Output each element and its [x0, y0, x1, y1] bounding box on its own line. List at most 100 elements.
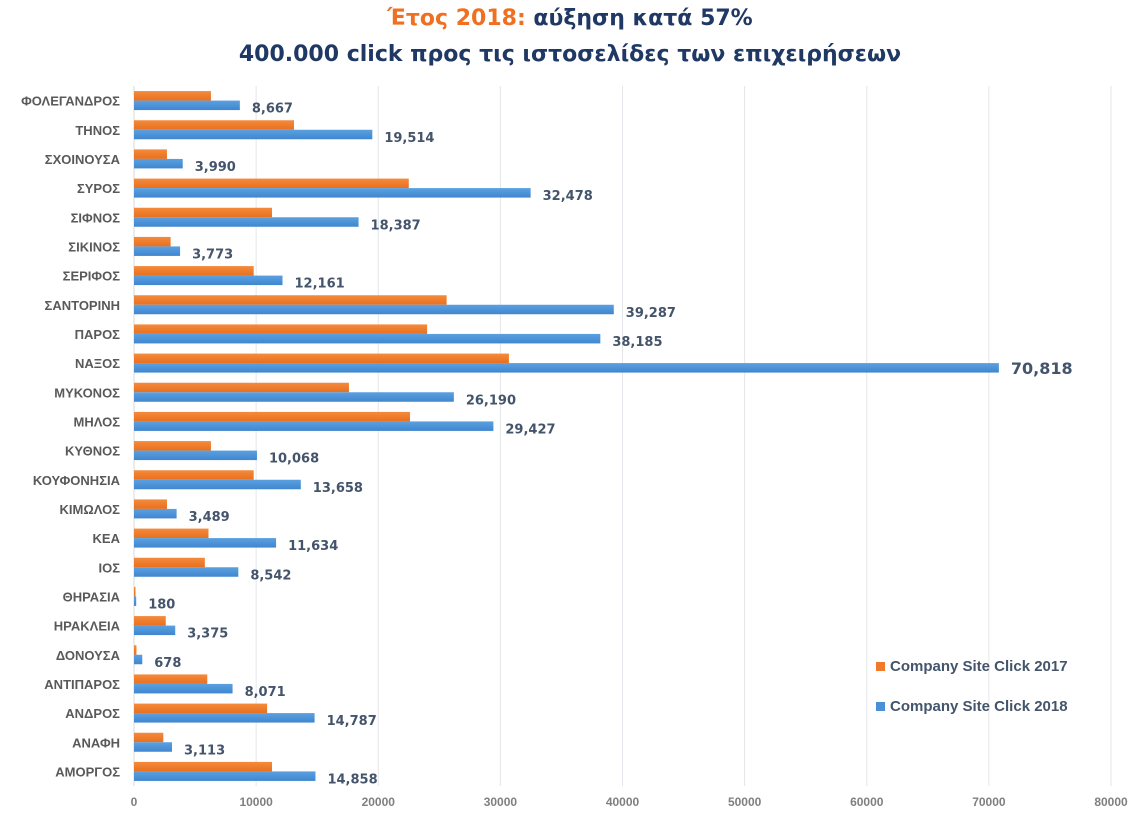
bar-2018-14	[134, 508, 177, 519]
bar-2018-5	[134, 246, 181, 256]
category-label: ΑΝΤΙΠΑΡΟΣ	[44, 677, 120, 692]
data-label-2018: 8,667	[252, 102, 293, 117]
x-tick-label: 40000	[606, 795, 640, 809]
bar-2018-22	[134, 742, 173, 752]
data-label-2018: 14,858	[327, 772, 377, 787]
bar-2018-16	[134, 567, 239, 577]
category-label: ΤΗΝΟΣ	[75, 123, 120, 138]
category-label: ΣΧΟΙΝΟΥΣΑ	[45, 152, 121, 167]
category-label: ΠΑΡΟΣ	[75, 327, 121, 342]
bar-2017-17	[134, 586, 136, 597]
bar-2017-14	[134, 499, 167, 509]
bar-2018-12	[134, 450, 257, 461]
x-tick-label: 60000	[850, 795, 884, 809]
data-label-2018: 70,818	[1011, 359, 1073, 378]
data-label-2018: 11,634	[288, 539, 338, 554]
category-label: ΣΙΦΝΟΣ	[71, 210, 121, 225]
data-label-2018: 3,990	[195, 160, 236, 175]
x-tick-label: 50000	[728, 795, 762, 809]
data-label-2018: 12,161	[295, 277, 345, 292]
category-label: ΔΟΝΟΥΣΑ	[56, 648, 121, 663]
legend-swatch-2018	[876, 701, 885, 711]
category-label: ΑΝΑΦΗ	[72, 735, 120, 750]
category-label: ΙΟΣ	[98, 560, 120, 575]
bar-2017-20	[134, 674, 208, 684]
data-label-2018: 38,185	[612, 335, 662, 350]
bar-2018-7	[134, 304, 614, 315]
data-label-2018: 32,478	[543, 189, 593, 204]
bar-2017-18	[134, 616, 166, 626]
title-rest: αύξηση κατά 57%	[525, 6, 753, 31]
data-label-2018: 3,113	[184, 743, 225, 758]
gridlines	[133, 86, 1112, 786]
bar-2017-9	[134, 353, 509, 364]
bar-2017-5	[134, 236, 171, 247]
legend: Company Site Click 2017 Company Site Cli…	[876, 655, 1068, 735]
legend-label-2017: Company Site Click 2017	[890, 657, 1068, 675]
x-tick-label: 20000	[362, 795, 396, 809]
bar-2018-1	[134, 129, 373, 140]
bar-2017-7	[134, 295, 447, 305]
bar-2017-0	[134, 91, 211, 101]
category-label: ΣΕΡΙΦΟΣ	[63, 269, 121, 284]
bar-2017-12	[134, 441, 211, 451]
labels: 0 10000 20000 30000 40000 50000 60000 70000 8000…	[21, 94, 1128, 809]
x-tick-label: 70000	[972, 795, 1006, 809]
category-label: ΜΗΛΟΣ	[74, 414, 121, 429]
bar-2017-16	[134, 557, 205, 568]
data-label-2018: 3,489	[189, 510, 230, 525]
data-label-2018: 14,787	[327, 714, 377, 729]
bar-2017-10	[134, 382, 349, 393]
title-accent: Έτος 2018:	[387, 6, 526, 31]
data-label-2018: 678	[154, 656, 181, 671]
bar-2018-0	[134, 100, 240, 111]
bar-2018-11	[134, 421, 494, 431]
bar-2017-15	[134, 528, 209, 539]
data-label-2018: 29,427	[505, 422, 555, 437]
data-label-2018: 8,071	[245, 685, 286, 700]
data-label-2018: 180	[148, 597, 175, 612]
category-label: ΝΑΞΟΣ	[75, 356, 120, 371]
category-label: ΑΝΔΡΟΣ	[65, 706, 120, 721]
category-label: ΣΙΚΙΝΟΣ	[68, 239, 120, 254]
bar-2017-4	[134, 207, 273, 218]
x-tick-label: 0	[131, 795, 138, 809]
data-label-2018: 18,387	[371, 218, 421, 233]
bar-2018-10	[134, 392, 454, 402]
category-label: ΚΟΥΦΟΝΗΣΙΑ	[33, 473, 121, 488]
bar-2017-21	[134, 703, 268, 714]
bar-2017-11	[134, 411, 411, 422]
legend-swatch-2017	[876, 661, 885, 671]
category-label: ΚΕΑ	[93, 531, 121, 546]
data-label-2018: 13,658	[313, 481, 363, 496]
legend-item-2017: Company Site Click 2017	[876, 655, 1068, 677]
bar-2018-6	[134, 275, 283, 286]
bar-2017-3	[134, 178, 409, 189]
bar-2018-17	[134, 596, 137, 606]
bar-2018-13	[134, 479, 301, 490]
bar-2017-23	[134, 761, 273, 772]
chart-title-line2: 400.000 click προς τις ιστοσελίδες των ε…	[238, 42, 902, 67]
x-tick-label: 80000	[1094, 795, 1128, 809]
bar-2017-19	[134, 645, 137, 655]
legend-item-2018: Company Site Click 2018	[876, 695, 1068, 717]
bar-2018-18	[134, 625, 176, 636]
bar-2018-21	[134, 713, 315, 723]
x-tick-label: 30000	[484, 795, 518, 809]
data-label-2018: 39,287	[626, 306, 676, 321]
bar-2018-2	[134, 158, 183, 169]
bar-2018-19	[134, 654, 143, 665]
data-label-2018: 3,773	[192, 247, 233, 262]
category-label: ΗΡΑΚΛΕΙΑ	[54, 619, 121, 634]
bar-2017-2	[134, 149, 167, 159]
category-label: ΘΗΡΑΣΙΑ	[63, 589, 121, 604]
data-label-2018: 10,068	[269, 452, 319, 467]
data-label-2018: 8,542	[250, 568, 291, 583]
bar-2017-13	[134, 470, 254, 480]
bars	[134, 91, 999, 781]
category-label: ΑΜΟΡΓΟΣ	[55, 764, 120, 779]
category-label: ΦΟΛΕΓΑΝΔΡΟΣ	[21, 94, 120, 109]
legend-label-2018: Company Site Click 2018	[890, 697, 1068, 715]
bar-2017-8	[134, 324, 428, 334]
